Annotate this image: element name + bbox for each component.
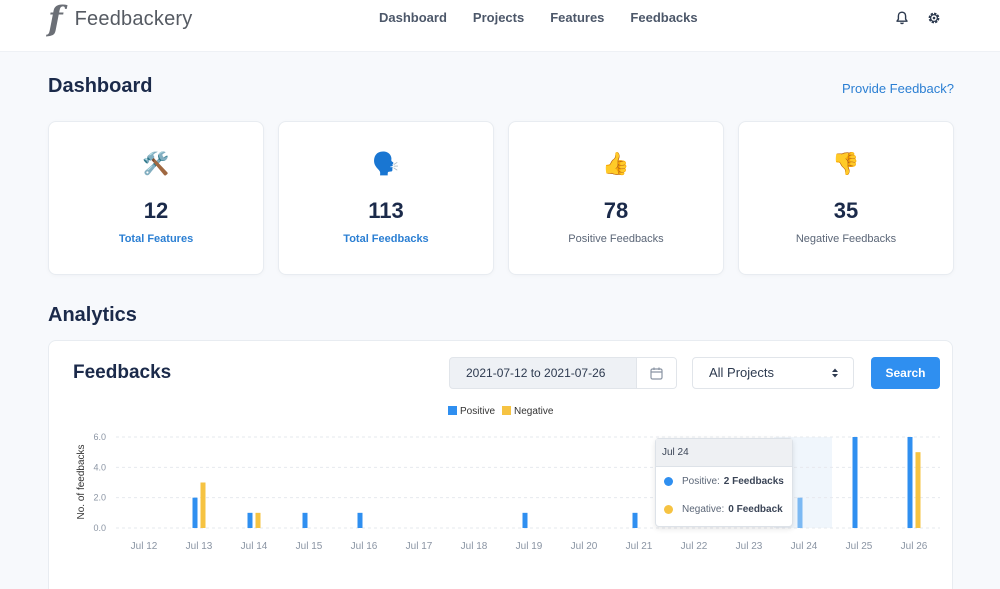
x-tick-label: Jul 15 xyxy=(296,541,323,552)
x-axis-ticks: Jul 12 Jul 13 Jul 14 Jul 15 Jul 16 Jul 17 Jul … xyxy=(131,541,928,552)
bar-negative-jul-26[interactable] xyxy=(915,452,921,528)
x-tick-label: Jul 22 xyxy=(681,541,708,552)
stat-label: Positive Feedbacks xyxy=(568,233,664,245)
negative-dot-icon xyxy=(664,504,673,514)
speaking-head-icon: 🗣️ xyxy=(372,151,400,176)
tooltip-row-negative: Negative: 0 Feedback xyxy=(656,495,792,523)
top-navbar: f Feedbackery Dashboard Projects Feature… xyxy=(0,0,1000,52)
positive-dot-icon xyxy=(664,476,673,486)
legend-label: Positive xyxy=(460,406,495,417)
app-name: Feedbackery xyxy=(74,7,193,30)
x-tick-label: Jul 20 xyxy=(571,541,598,552)
thumbs-up-icon: 👍 xyxy=(602,151,630,176)
x-tick-label: Jul 16 xyxy=(351,541,378,552)
x-tick-label: Jul 12 xyxy=(131,541,158,552)
bar-positive-jul-21[interactable] xyxy=(632,512,638,528)
stat-label-link[interactable]: Total Features xyxy=(118,233,194,245)
nav-dashboard[interactable]: Dashboard xyxy=(379,10,447,25)
chart-tooltip: Jul 24 Positive: 2 Feedbacks Negative: 0… xyxy=(655,438,793,527)
tooltip-title: Jul 24 xyxy=(656,439,792,467)
legend-swatch xyxy=(502,406,511,415)
gear-icon[interactable] xyxy=(926,10,942,26)
x-tick-label: Jul 13 xyxy=(186,541,213,552)
calendar-button[interactable] xyxy=(636,358,676,388)
tooltip-value: 2 Feedbacks xyxy=(723,475,784,487)
x-tick-label: Jul 14 xyxy=(241,541,268,552)
thumbs-down-icon: 👎 xyxy=(832,151,860,176)
chart-legend: Positive Negative xyxy=(448,406,554,417)
x-tick-label: Jul 18 xyxy=(461,541,488,552)
search-button[interactable]: Search xyxy=(871,357,940,389)
y-tick-label: 4.0 xyxy=(93,462,106,472)
page-title: Dashboard xyxy=(48,75,153,97)
nav-features[interactable]: Features xyxy=(550,10,605,25)
bar-positive-jul-26[interactable] xyxy=(907,437,913,528)
legend-label: Negative xyxy=(514,406,554,417)
stat-card-total-feedbacks: 🗣️ 113 Total Feedbacks xyxy=(278,121,494,275)
legend-item-positive[interactable]: Positive xyxy=(448,406,495,417)
tooltip-label: Negative: xyxy=(682,503,725,515)
provide-feedback-link[interactable]: Provide Feedback? xyxy=(841,81,954,96)
y-axis-label: No. of feedbacks xyxy=(76,444,87,519)
bar-positive-jul-13[interactable] xyxy=(192,497,198,528)
stat-card-total-features: 🛠️ 12 Total Features xyxy=(48,121,264,275)
app-logo[interactable]: f Feedbackery xyxy=(48,2,192,36)
x-tick-label: Jul 25 xyxy=(846,541,873,552)
bell-icon[interactable] xyxy=(894,10,910,26)
bar-positive-jul-25[interactable] xyxy=(852,437,858,528)
panel-title: Feedbacks xyxy=(73,362,172,383)
main-nav: Dashboard Projects Features Feedbacks xyxy=(366,10,711,25)
x-tick-label: Jul 21 xyxy=(626,541,653,552)
chart-bars xyxy=(192,437,921,529)
calendar-icon xyxy=(650,367,663,380)
stat-label-link[interactable]: Total Feedbacks xyxy=(343,233,429,245)
tooltip-value: 0 Feedback xyxy=(728,503,783,515)
x-tick-label: Jul 26 xyxy=(901,541,928,552)
legend-item-negative[interactable]: Negative xyxy=(502,406,554,417)
x-tick-label: Jul 24 xyxy=(791,541,818,552)
bar-positive-jul-24[interactable] xyxy=(797,497,803,528)
legend-swatch xyxy=(448,406,457,415)
nav-projects[interactable]: Projects xyxy=(472,10,525,25)
x-tick-label: Jul 19 xyxy=(516,541,543,552)
stat-value: 113 xyxy=(368,198,404,223)
date-range-picker[interactable]: 2021-07-12 to 2021-07-26 xyxy=(449,357,677,389)
tools-icon: 🛠️ xyxy=(142,151,170,176)
sort-caret-icon xyxy=(832,368,838,378)
bar-positive-jul-14[interactable] xyxy=(247,512,253,528)
stat-card-negative-feedbacks: 👎 35 Negative Feedbacks xyxy=(738,121,954,275)
project-select[interactable]: All Projects xyxy=(692,357,854,389)
bar-positive-jul-16[interactable] xyxy=(357,512,363,528)
bar-positive-jul-19[interactable] xyxy=(522,512,528,528)
project-select-value: All Projects xyxy=(709,365,775,380)
date-range-value[interactable]: 2021-07-12 to 2021-07-26 xyxy=(466,366,606,380)
bar-negative-jul-13[interactable] xyxy=(200,482,206,529)
tooltip-row-positive: Positive: 2 Feedbacks xyxy=(656,467,792,495)
bar-positive-jul-15[interactable] xyxy=(302,512,308,528)
stat-value: 78 xyxy=(603,198,629,223)
x-tick-label: Jul 17 xyxy=(406,541,433,552)
chart-grid: 0.0 2.0 4.0 6.0 xyxy=(93,432,940,533)
stat-card-positive-feedbacks: 👍 78 Positive Feedbacks xyxy=(508,121,724,275)
stat-value: 12 xyxy=(143,198,169,223)
bar-negative-jul-14[interactable] xyxy=(255,512,261,528)
analytics-title: Analytics xyxy=(48,304,137,326)
stat-value: 35 xyxy=(833,198,859,223)
logo-mark: f xyxy=(48,0,63,39)
nav-feedbacks[interactable]: Feedbacks xyxy=(630,10,698,25)
y-tick-label: 2.0 xyxy=(93,493,106,503)
tooltip-label: Positive: xyxy=(682,475,720,487)
y-tick-label: 0.0 xyxy=(93,523,106,533)
x-tick-label: Jul 23 xyxy=(736,541,763,552)
stat-label: Negative Feedbacks xyxy=(795,233,897,245)
y-tick-label: 6.0 xyxy=(93,432,106,442)
